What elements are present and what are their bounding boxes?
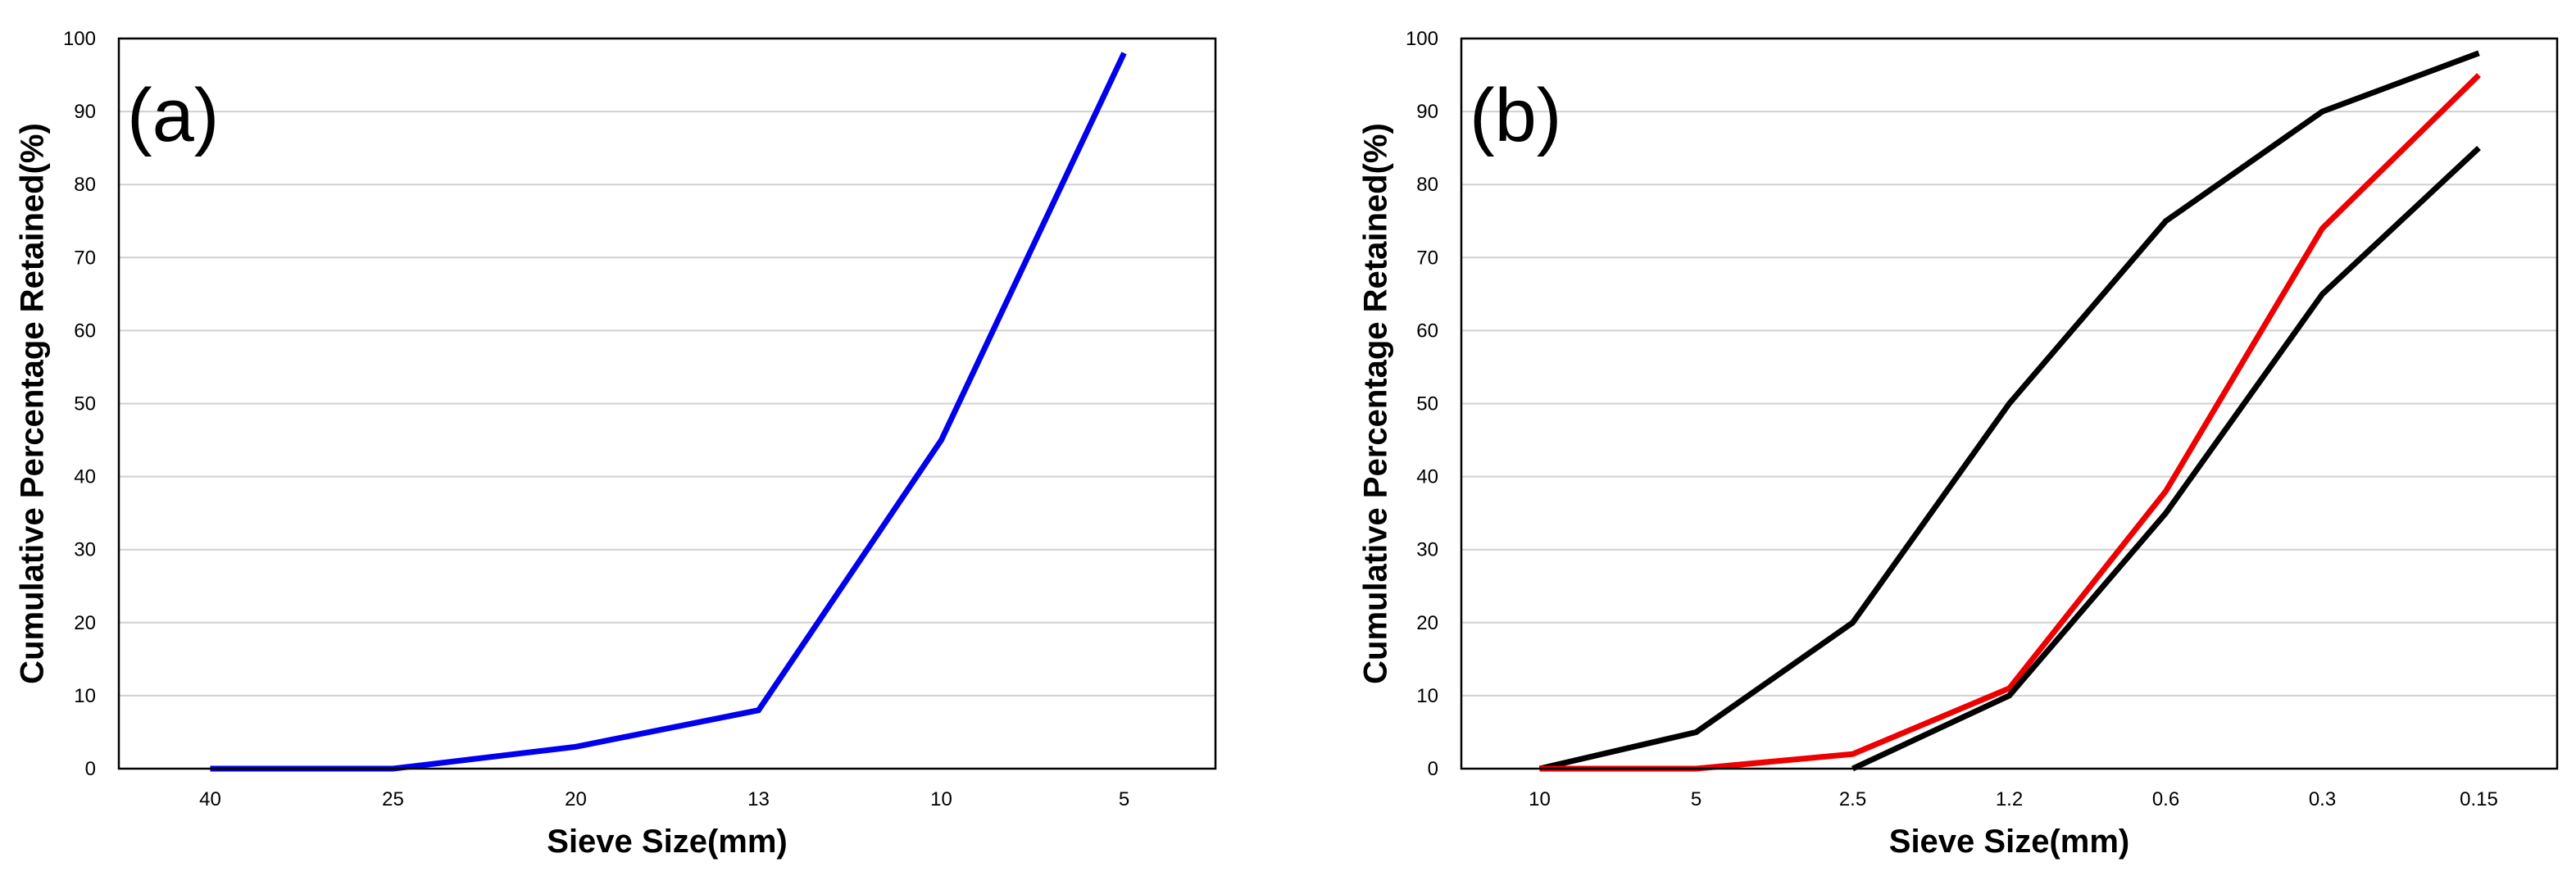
y-tick-label: 0 bbox=[85, 758, 96, 780]
y-tick-label: 50 bbox=[1416, 393, 1438, 415]
series-line-2 bbox=[1539, 73, 2481, 772]
panel-label: (a) bbox=[127, 74, 219, 157]
y-tick-label: 100 bbox=[63, 28, 96, 50]
y-tick-label: 90 bbox=[74, 101, 96, 123]
x-tick-label: 25 bbox=[382, 788, 404, 810]
y-axis-title: Cumulative Percentage Retained(%) bbox=[1358, 123, 1394, 684]
y-tick-label: 60 bbox=[1416, 320, 1438, 342]
y-tick-label: 100 bbox=[1406, 28, 1438, 50]
x-tick-label: 5 bbox=[1691, 788, 1701, 810]
y-tick-label: 70 bbox=[1416, 247, 1438, 269]
y-tick-label: 0 bbox=[1428, 758, 1438, 780]
x-tick-label: 2.5 bbox=[1839, 788, 1866, 810]
x-tick-label: 10 bbox=[1529, 788, 1551, 810]
y-tick-label: 90 bbox=[1416, 101, 1438, 123]
x-tick-label: 10 bbox=[930, 788, 952, 810]
x-axis-title: Sieve Size(mm) bbox=[547, 824, 787, 860]
y-tick-label: 60 bbox=[74, 320, 96, 342]
y-tick-label: 50 bbox=[74, 393, 96, 415]
x-tick-label: 40 bbox=[199, 788, 221, 810]
x-tick-label: 20 bbox=[565, 788, 587, 810]
x-tick-label: 5 bbox=[1119, 788, 1129, 810]
x-tick-label: 13 bbox=[747, 788, 770, 810]
y-tick-label: 10 bbox=[74, 685, 96, 707]
y-tick-label: 10 bbox=[1416, 685, 1438, 707]
x-tick-label: 0.6 bbox=[2152, 788, 2179, 810]
chart-panel-b: 0 10 20 30 40 50 60 70 80 90 100 10 5 2.5 1.2 0.6 0.3 0.1… bbox=[1358, 28, 2559, 860]
y-tick-label: 80 bbox=[1416, 174, 1438, 196]
y-tick-label: 40 bbox=[74, 466, 96, 488]
x-tick-label: 1.2 bbox=[1996, 788, 2023, 810]
y-tick-label: 70 bbox=[74, 247, 96, 269]
y-tick-label: 30 bbox=[74, 539, 96, 561]
plot-frame bbox=[1460, 37, 2559, 770]
y-tick-label: 30 bbox=[1416, 539, 1438, 561]
x-tick-label: 0.3 bbox=[2309, 788, 2336, 810]
series-line-3 bbox=[1851, 146, 2481, 772]
y-tick-label: 20 bbox=[1416, 612, 1438, 634]
series-line-1 bbox=[1538, 50, 2480, 772]
x-axis-title: Sieve Size(mm) bbox=[1889, 824, 2129, 860]
series-line-1 bbox=[210, 52, 1127, 772]
panel-label: (b) bbox=[1470, 74, 1561, 157]
chart-panel-a: 0 10 20 30 40 50 60 70 80 90 100 40 25 20 13 10 5 (a) Siev… bbox=[15, 28, 1217, 860]
x-tick-label: 0.15 bbox=[2460, 788, 2498, 810]
y-tick-label: 40 bbox=[1416, 466, 1438, 488]
y-tick-label: 80 bbox=[74, 174, 96, 196]
plot-frame bbox=[117, 37, 1217, 770]
y-axis-title: Cumulative Percentage Retained(%) bbox=[15, 123, 51, 684]
y-tick-label: 20 bbox=[74, 612, 96, 634]
